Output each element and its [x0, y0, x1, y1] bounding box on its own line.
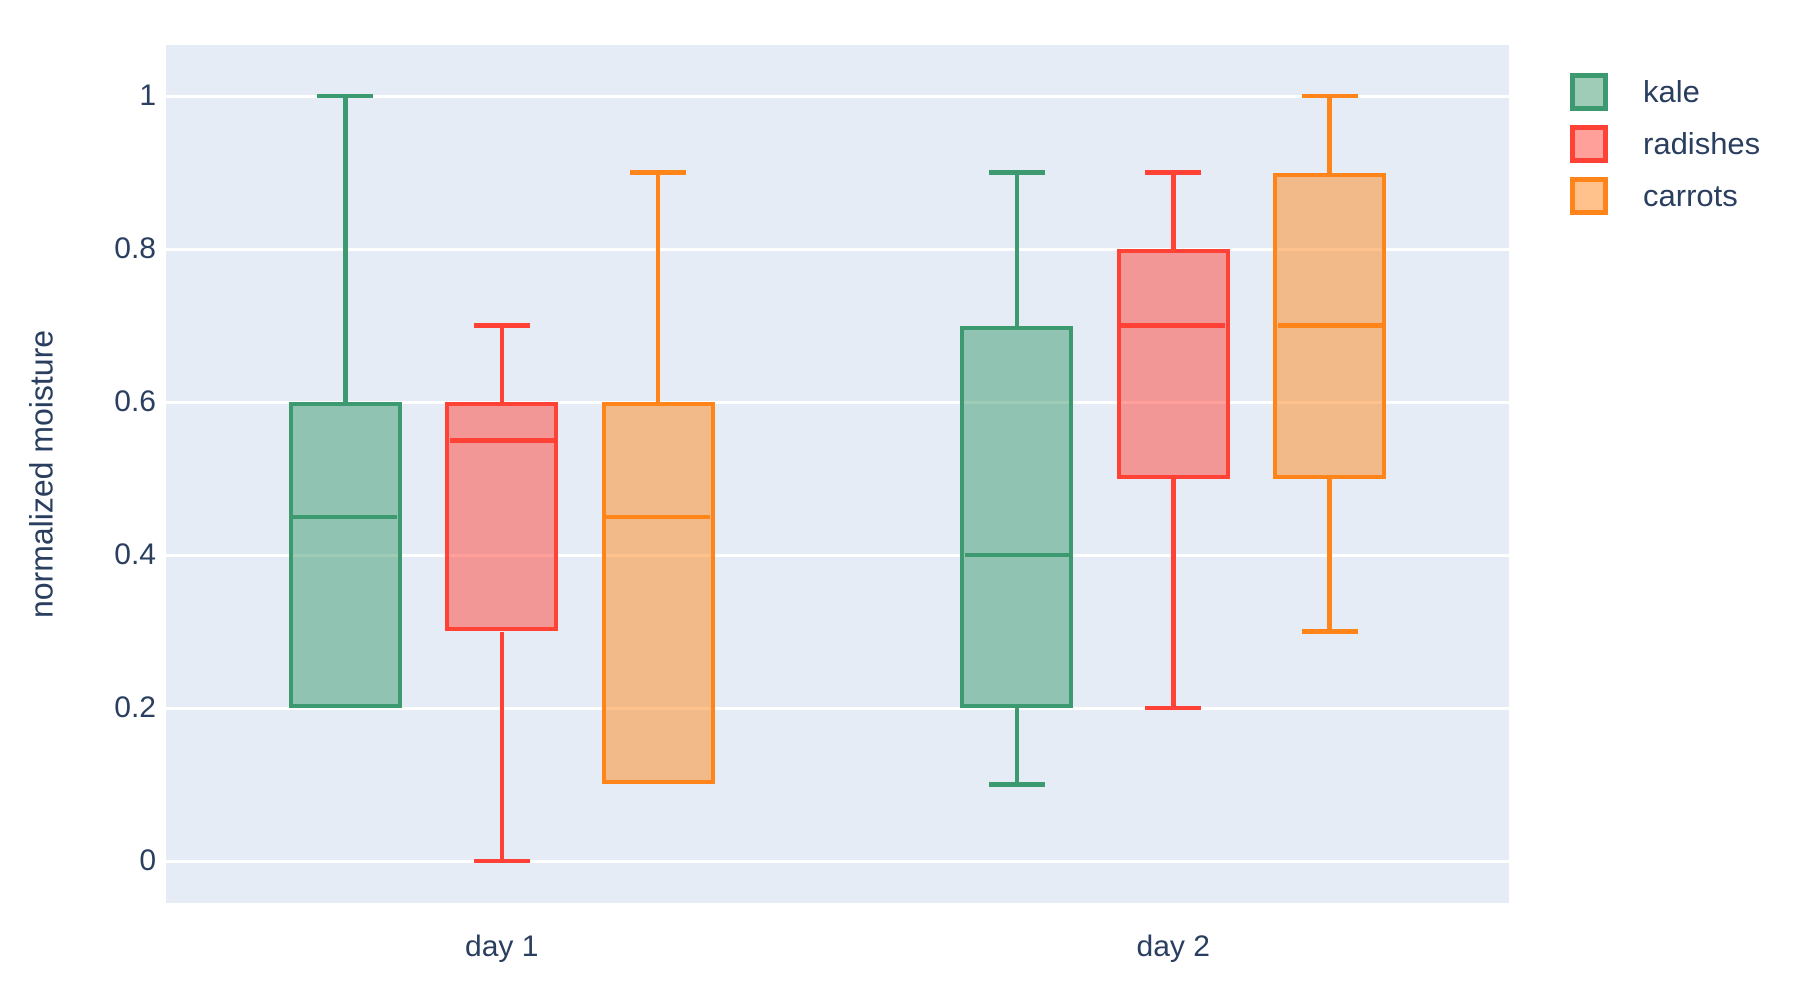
median-line	[293, 514, 398, 519]
gridline-y-0.6	[166, 400, 1509, 404]
box-kale-day-1[interactable]	[166, 45, 1509, 903]
lower-whisker	[1014, 708, 1020, 785]
median-line	[964, 552, 1069, 558]
y-tick-label-0.4: 0.4	[114, 538, 156, 571]
legend-label: radishes	[1643, 126, 1761, 161]
upper-whisker-cap	[1301, 93, 1358, 99]
iqr-box	[601, 402, 715, 785]
upper-whisker	[499, 325, 504, 402]
upper-whisker-cap	[317, 93, 374, 99]
gridline-y-1	[166, 94, 1509, 98]
legend-label: carrots	[1643, 178, 1738, 213]
median-line	[1121, 323, 1226, 328]
legend-item-carrots[interactable]: carrots	[1570, 170, 1760, 222]
lower-whisker-cap	[1145, 705, 1202, 711]
upper-whisker-cap	[1145, 170, 1202, 175]
lower-whisker-cap	[473, 858, 530, 864]
y-tick-label-1: 1	[139, 79, 156, 113]
median-line	[449, 438, 554, 443]
upper-whisker	[1171, 172, 1176, 249]
box-radishes-day-2[interactable]	[166, 45, 1509, 903]
x-tick-label-day-2: day 2	[1136, 930, 1210, 963]
upper-whisker	[1327, 96, 1332, 173]
lower-whisker	[1327, 478, 1332, 632]
x-tick-label-day-1: day 1	[465, 930, 539, 963]
y-tick-label-0.2: 0.2	[114, 691, 156, 724]
upper-whisker	[655, 172, 661, 402]
box-carrots-day-2[interactable]	[166, 45, 1509, 903]
legend-swatch-radishes-icon	[1570, 125, 1608, 163]
legend: kale radishes carrots	[1570, 66, 1760, 222]
iqr-box	[1116, 249, 1230, 479]
lower-whisker-cap	[1301, 629, 1358, 634]
box-kale-day-2[interactable]	[166, 45, 1509, 903]
gridline-y-0	[166, 859, 1509, 863]
legend-item-kale[interactable]: kale	[1570, 66, 1760, 118]
lower-whisker	[1171, 478, 1176, 708]
box-carrots-day-1[interactable]	[166, 45, 1509, 903]
box-radishes-day-1[interactable]	[166, 45, 1509, 903]
legend-label: kale	[1643, 74, 1700, 109]
iqr-box	[960, 325, 1074, 708]
y-tick-label-0.8: 0.8	[114, 232, 156, 266]
plot-area[interactable]	[166, 45, 1509, 903]
y-tick-label-0.6: 0.6	[114, 385, 156, 418]
iqr-box	[288, 402, 402, 708]
upper-whisker-cap	[988, 170, 1045, 175]
median-line	[1277, 323, 1382, 328]
upper-whisker-cap	[473, 323, 530, 328]
y-axis-title: normalized moisture	[23, 329, 60, 619]
legend-swatch-carrots-icon	[1570, 177, 1608, 215]
upper-whisker	[1014, 172, 1020, 326]
gridline-y-0.4	[166, 553, 1509, 557]
y-tick-label-0: 0	[139, 844, 156, 877]
lower-whisker	[499, 631, 504, 861]
upper-whisker	[343, 96, 348, 402]
upper-whisker-cap	[630, 170, 687, 175]
legend-swatch-kale-icon	[1570, 73, 1608, 111]
lower-whisker-cap	[988, 782, 1045, 787]
gridline-y-0.8	[166, 247, 1509, 251]
legend-item-radishes[interactable]: radishes	[1570, 118, 1760, 170]
gridline-y-0.2	[166, 706, 1509, 710]
median-line	[606, 514, 711, 519]
